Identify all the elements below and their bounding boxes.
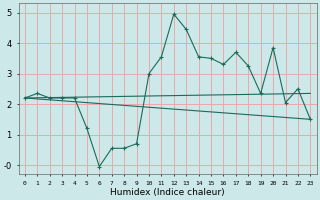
X-axis label: Humidex (Indice chaleur): Humidex (Indice chaleur) xyxy=(110,188,225,197)
